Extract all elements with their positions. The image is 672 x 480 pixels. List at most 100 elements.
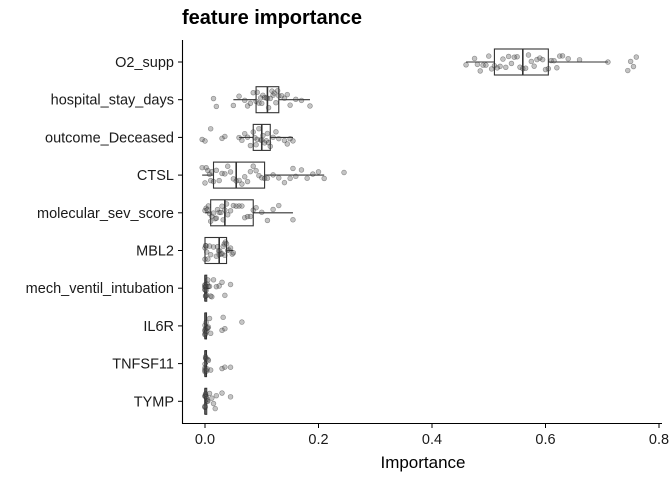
y-tick-label: TYMP	[134, 394, 174, 410]
data-point	[204, 292, 210, 298]
data-point	[202, 286, 208, 293]
box-group	[202, 236, 237, 265]
data-point	[204, 328, 210, 334]
data-point	[341, 169, 347, 176]
data-point	[222, 207, 228, 213]
data-point	[205, 357, 212, 364]
data-point	[259, 175, 265, 181]
data-point	[206, 283, 213, 290]
data-point	[233, 178, 239, 184]
data-point	[633, 54, 639, 60]
data-point	[263, 138, 269, 144]
data-point	[534, 56, 540, 63]
y-tick-label: molecular_sev_score	[37, 206, 174, 222]
data-point	[256, 125, 262, 132]
data-point	[463, 62, 469, 68]
data-point	[537, 55, 543, 61]
data-point	[202, 330, 209, 336]
data-point	[222, 252, 228, 259]
data-point	[210, 210, 217, 216]
data-point	[210, 277, 217, 283]
data-point	[207, 367, 214, 373]
data-point	[500, 56, 506, 62]
x-tick-label: 0.6	[535, 432, 555, 448]
data-point	[559, 53, 566, 59]
data-point	[247, 100, 254, 107]
data-point	[545, 65, 552, 72]
data-point	[206, 243, 213, 249]
data-point	[205, 277, 211, 283]
data-point	[227, 208, 234, 214]
data-point	[204, 249, 210, 255]
data-point	[281, 95, 288, 101]
data-point	[514, 54, 520, 60]
data-point	[202, 287, 208, 293]
data-point	[494, 65, 500, 71]
data-point	[480, 62, 486, 68]
data-point	[250, 163, 256, 169]
x-tick-label: 0.4	[422, 432, 442, 448]
data-point	[256, 172, 262, 179]
data-point	[213, 103, 220, 110]
y-tick-label: mech_ventil_intubation	[26, 281, 174, 297]
data-point	[247, 213, 254, 220]
data-point	[270, 92, 276, 98]
data-point	[261, 140, 268, 146]
data-point	[213, 167, 220, 174]
data-point	[205, 324, 212, 330]
data-point	[207, 177, 214, 184]
data-point	[253, 98, 259, 105]
data-point	[315, 169, 322, 175]
data-point	[511, 54, 517, 60]
data-point	[205, 256, 211, 262]
data-point	[525, 52, 532, 58]
plot-area	[199, 48, 639, 415]
data-point	[202, 393, 208, 399]
data-point	[202, 326, 209, 332]
data-point	[625, 67, 631, 74]
data-point	[217, 248, 223, 254]
data-point	[520, 65, 526, 72]
y-tick-label: TNFSF11	[112, 357, 174, 373]
data-point	[242, 174, 248, 180]
data-point	[517, 64, 523, 70]
data-point	[491, 63, 498, 69]
data-point	[219, 135, 225, 142]
data-point	[202, 256, 208, 262]
data-point	[210, 244, 217, 250]
data-point	[293, 96, 299, 103]
data-point	[199, 164, 205, 171]
data-point	[244, 134, 251, 140]
data-point	[227, 394, 234, 400]
data-point	[206, 210, 213, 217]
data-point	[290, 165, 296, 172]
data-point	[267, 95, 273, 102]
data-point	[276, 202, 282, 209]
data-point	[222, 239, 229, 245]
data-point	[206, 315, 213, 322]
data-point	[202, 180, 208, 186]
data-point	[216, 209, 222, 216]
data-point	[276, 93, 282, 99]
data-point	[213, 283, 220, 290]
data-point	[210, 400, 217, 407]
data-point	[213, 253, 220, 259]
data-point	[539, 56, 546, 63]
data-point	[223, 241, 230, 247]
data-point	[205, 203, 212, 209]
data-point	[627, 58, 634, 65]
data-point	[321, 175, 327, 182]
data-point	[202, 332, 208, 338]
data-point	[219, 390, 225, 396]
data-point	[236, 93, 242, 99]
box-group	[199, 123, 296, 151]
data-point	[259, 137, 265, 143]
data-point	[242, 97, 248, 104]
data-point	[247, 142, 254, 149]
data-point	[202, 242, 209, 249]
data-point	[486, 53, 492, 59]
box-group	[202, 312, 245, 340]
data-point	[209, 395, 215, 401]
data-point	[254, 136, 260, 143]
data-point	[202, 367, 208, 374]
